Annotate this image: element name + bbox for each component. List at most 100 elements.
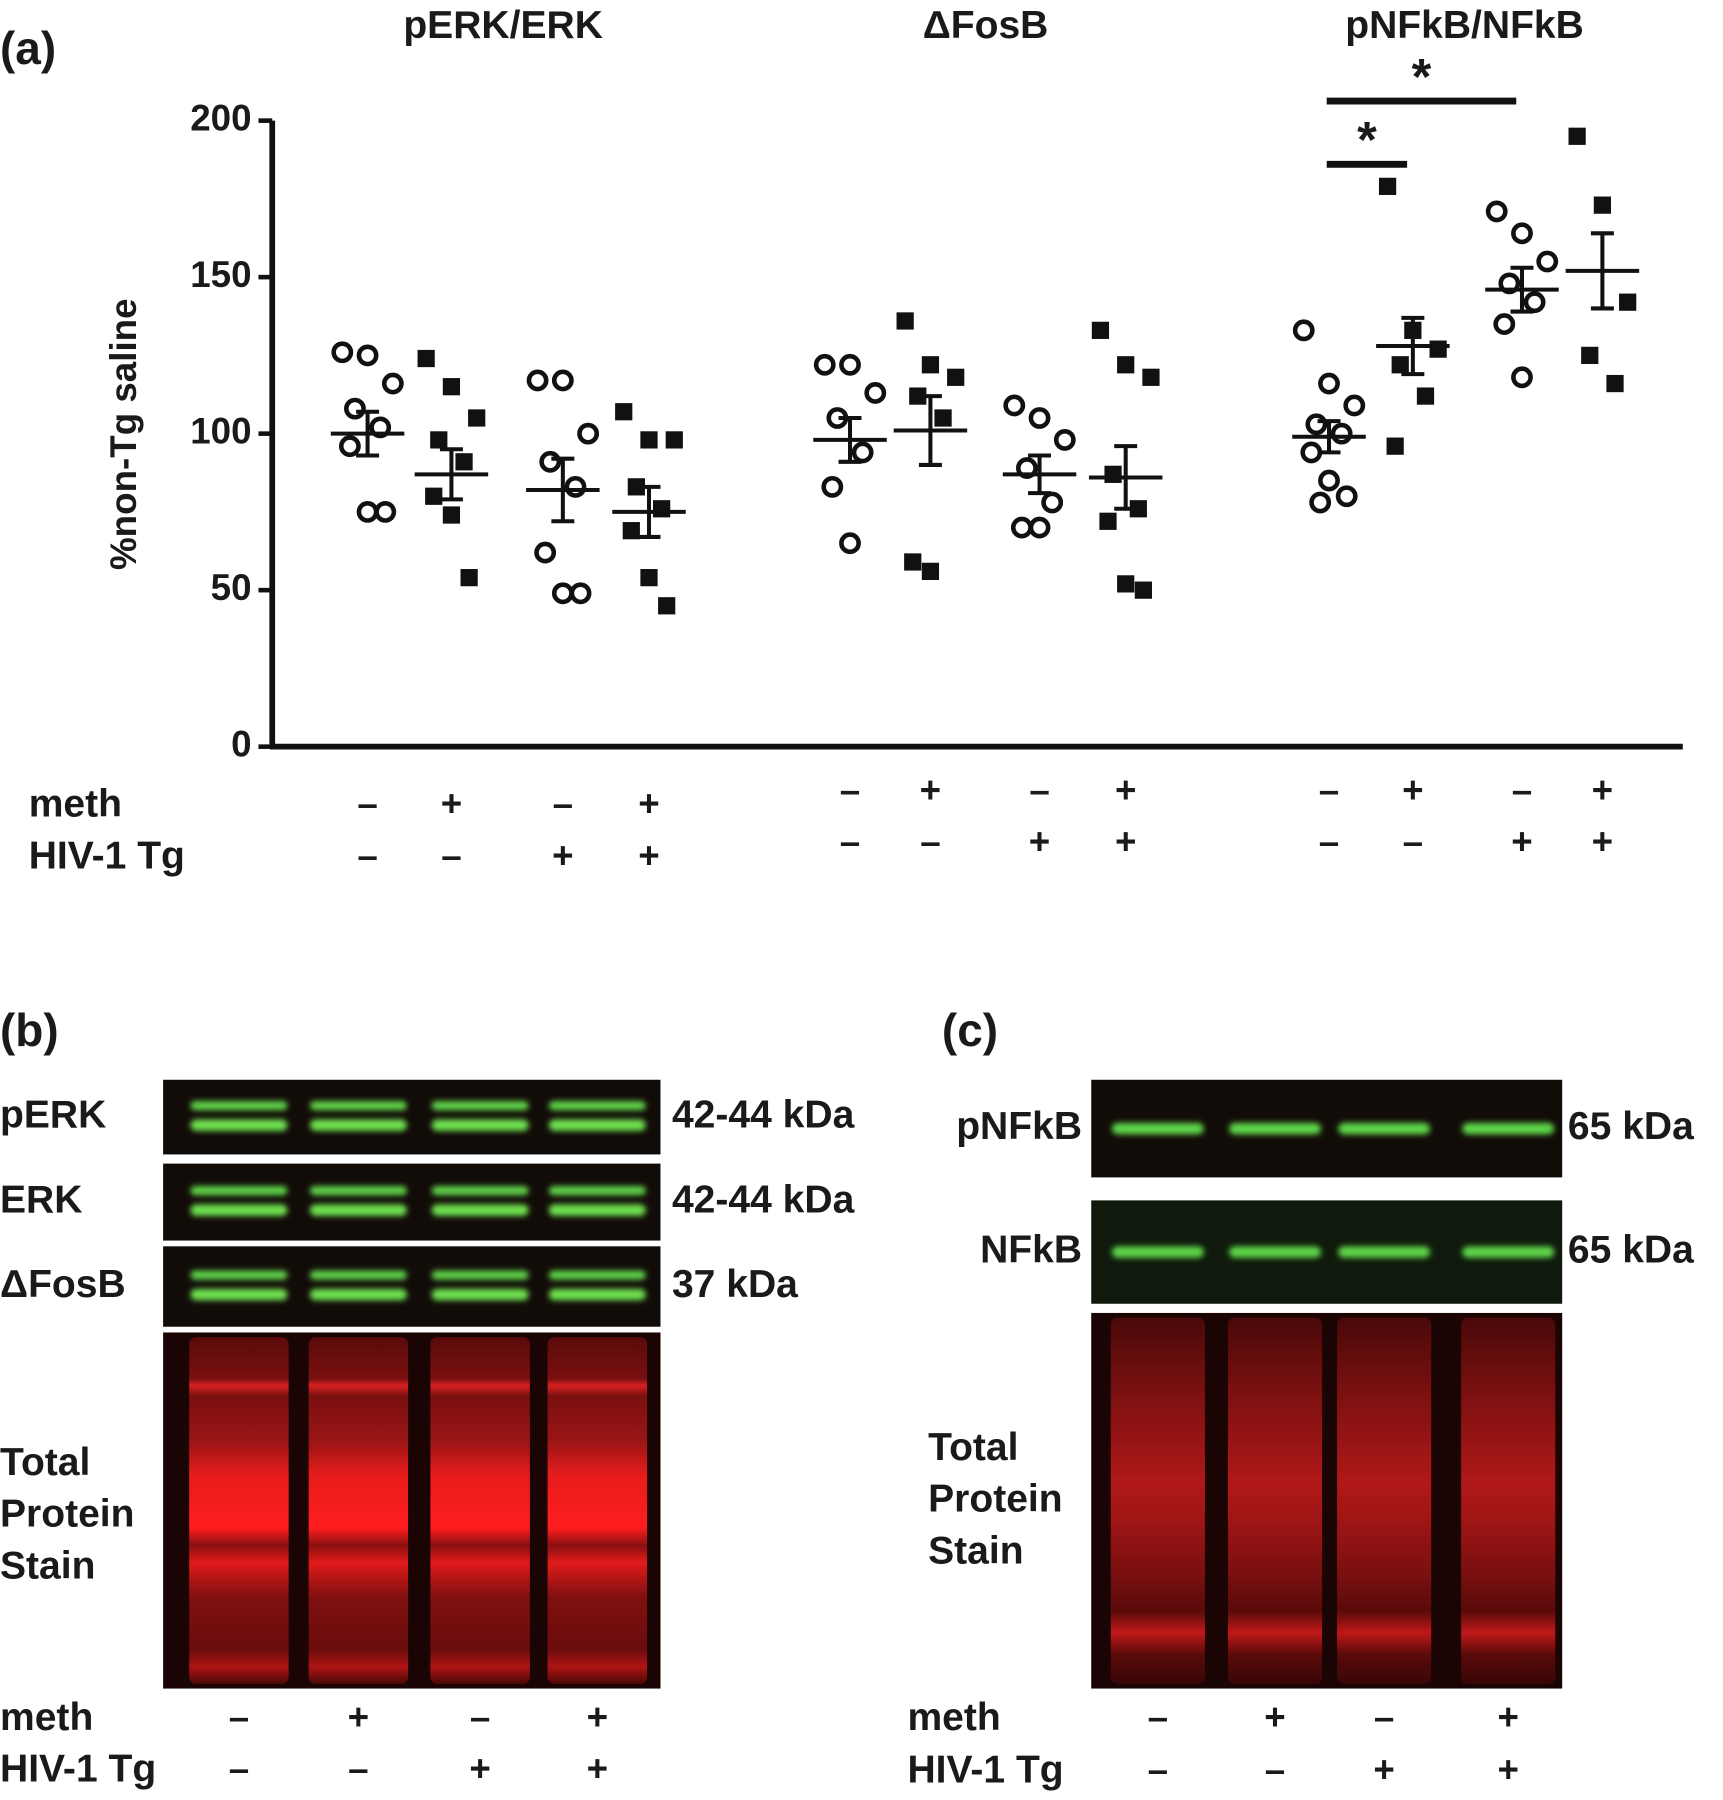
blot-band [190,1204,288,1216]
blot-band [1111,1246,1204,1258]
blot-band [309,1101,407,1111]
data-point [1028,407,1051,429]
data-point [551,369,574,392]
row-label: HIV-1 Tg [907,1749,1063,1792]
blot-band [190,1288,288,1301]
data-point [1606,374,1624,393]
data-point [1536,250,1559,273]
blot-label: ΔFosB [0,1263,126,1306]
data-point [1134,581,1152,599]
condition-sign: – [1512,769,1532,810]
data-point [1416,387,1435,405]
data-point [442,506,461,524]
blot-band [309,1186,407,1196]
data-point [921,356,940,374]
condition-sign: – [441,835,461,876]
data-point [665,431,683,449]
blot-band [431,1270,529,1280]
condition-sign: – [1374,1696,1394,1737]
row-label: HIV-1 Tg [0,1748,156,1791]
condition-sign: – [840,769,860,810]
condition-sign: + [469,1748,490,1789]
stain-lane [1227,1317,1323,1684]
data-point [1485,200,1508,223]
blot-band [431,1186,529,1196]
condition-sign: + [348,1696,369,1737]
data-point [442,378,461,396]
data-point [1300,441,1323,464]
condition-sign: + [638,783,659,824]
panel-label: (b) [0,1004,59,1056]
data-point [1619,293,1637,311]
condition-sign: + [552,835,573,876]
condition-sign: + [1592,769,1613,810]
stain-lane [430,1337,530,1684]
data-point [1343,394,1366,417]
data-point [1511,366,1533,389]
y-tick-label: 0 [231,723,251,764]
blot-band [431,1204,529,1216]
data-point [1511,222,1533,245]
stain-lane [1110,1317,1205,1684]
data-point [1378,177,1397,195]
blot-panel [163,1163,661,1241]
data-point [569,582,592,605]
condition-sign: – [1403,821,1423,862]
data-point [627,478,645,496]
data-point [1309,491,1332,514]
data-point [331,341,354,364]
data-point [1568,127,1586,145]
condition-sign: + [1592,821,1613,862]
significance-label: * [1357,111,1377,168]
condition-sign: – [348,1748,368,1789]
blot-band [309,1119,407,1131]
data-point [640,569,658,587]
data-point [417,349,435,368]
blot-label: NFkB [980,1228,1082,1271]
blot-panel [163,1079,661,1155]
condition-sign: + [587,1748,608,1789]
blot-band [548,1186,646,1196]
y-axis-label: %non-Tg saline [103,298,144,570]
data-point [615,403,633,421]
data-point [338,435,361,458]
condition-sign: + [1497,1696,1518,1737]
y-tick-label: 50 [211,567,252,608]
data-point [1593,196,1612,214]
data-point [356,500,379,523]
data-point [1129,500,1147,518]
blot-label: pERK [0,1093,106,1136]
blot-band [190,1186,288,1196]
data-point [1493,313,1516,335]
blot-size: 65 kDa [1568,1105,1694,1148]
data-point [921,562,940,580]
data-point [1386,437,1404,455]
data-point [356,344,379,367]
stain-label: Protein [928,1478,1063,1521]
blot-panel [163,1246,661,1327]
condition-sign: + [1497,1749,1518,1790]
row-label: meth [0,1696,93,1739]
data-point [653,500,671,518]
blot-band [190,1270,288,1280]
data-point [813,353,836,376]
condition-sign: – [1319,821,1339,862]
panel-label: (c) [942,1004,998,1056]
condition-sign: – [920,821,940,862]
data-point [1305,413,1328,436]
data-point [1318,469,1340,492]
stain-lane [189,1337,289,1684]
blot-size: 37 kDa [672,1263,798,1306]
data-point [1053,428,1076,451]
blot-label: ERK [0,1178,82,1221]
data-point [622,522,640,540]
data-point [1335,485,1358,508]
blot-size: 65 kDa [1568,1228,1694,1271]
data-point [455,453,473,471]
significance-label: * [1412,48,1432,105]
stain-lane [547,1337,648,1684]
condition-sign: + [1402,769,1423,810]
blot-band [1111,1122,1204,1135]
data-point [374,500,397,523]
